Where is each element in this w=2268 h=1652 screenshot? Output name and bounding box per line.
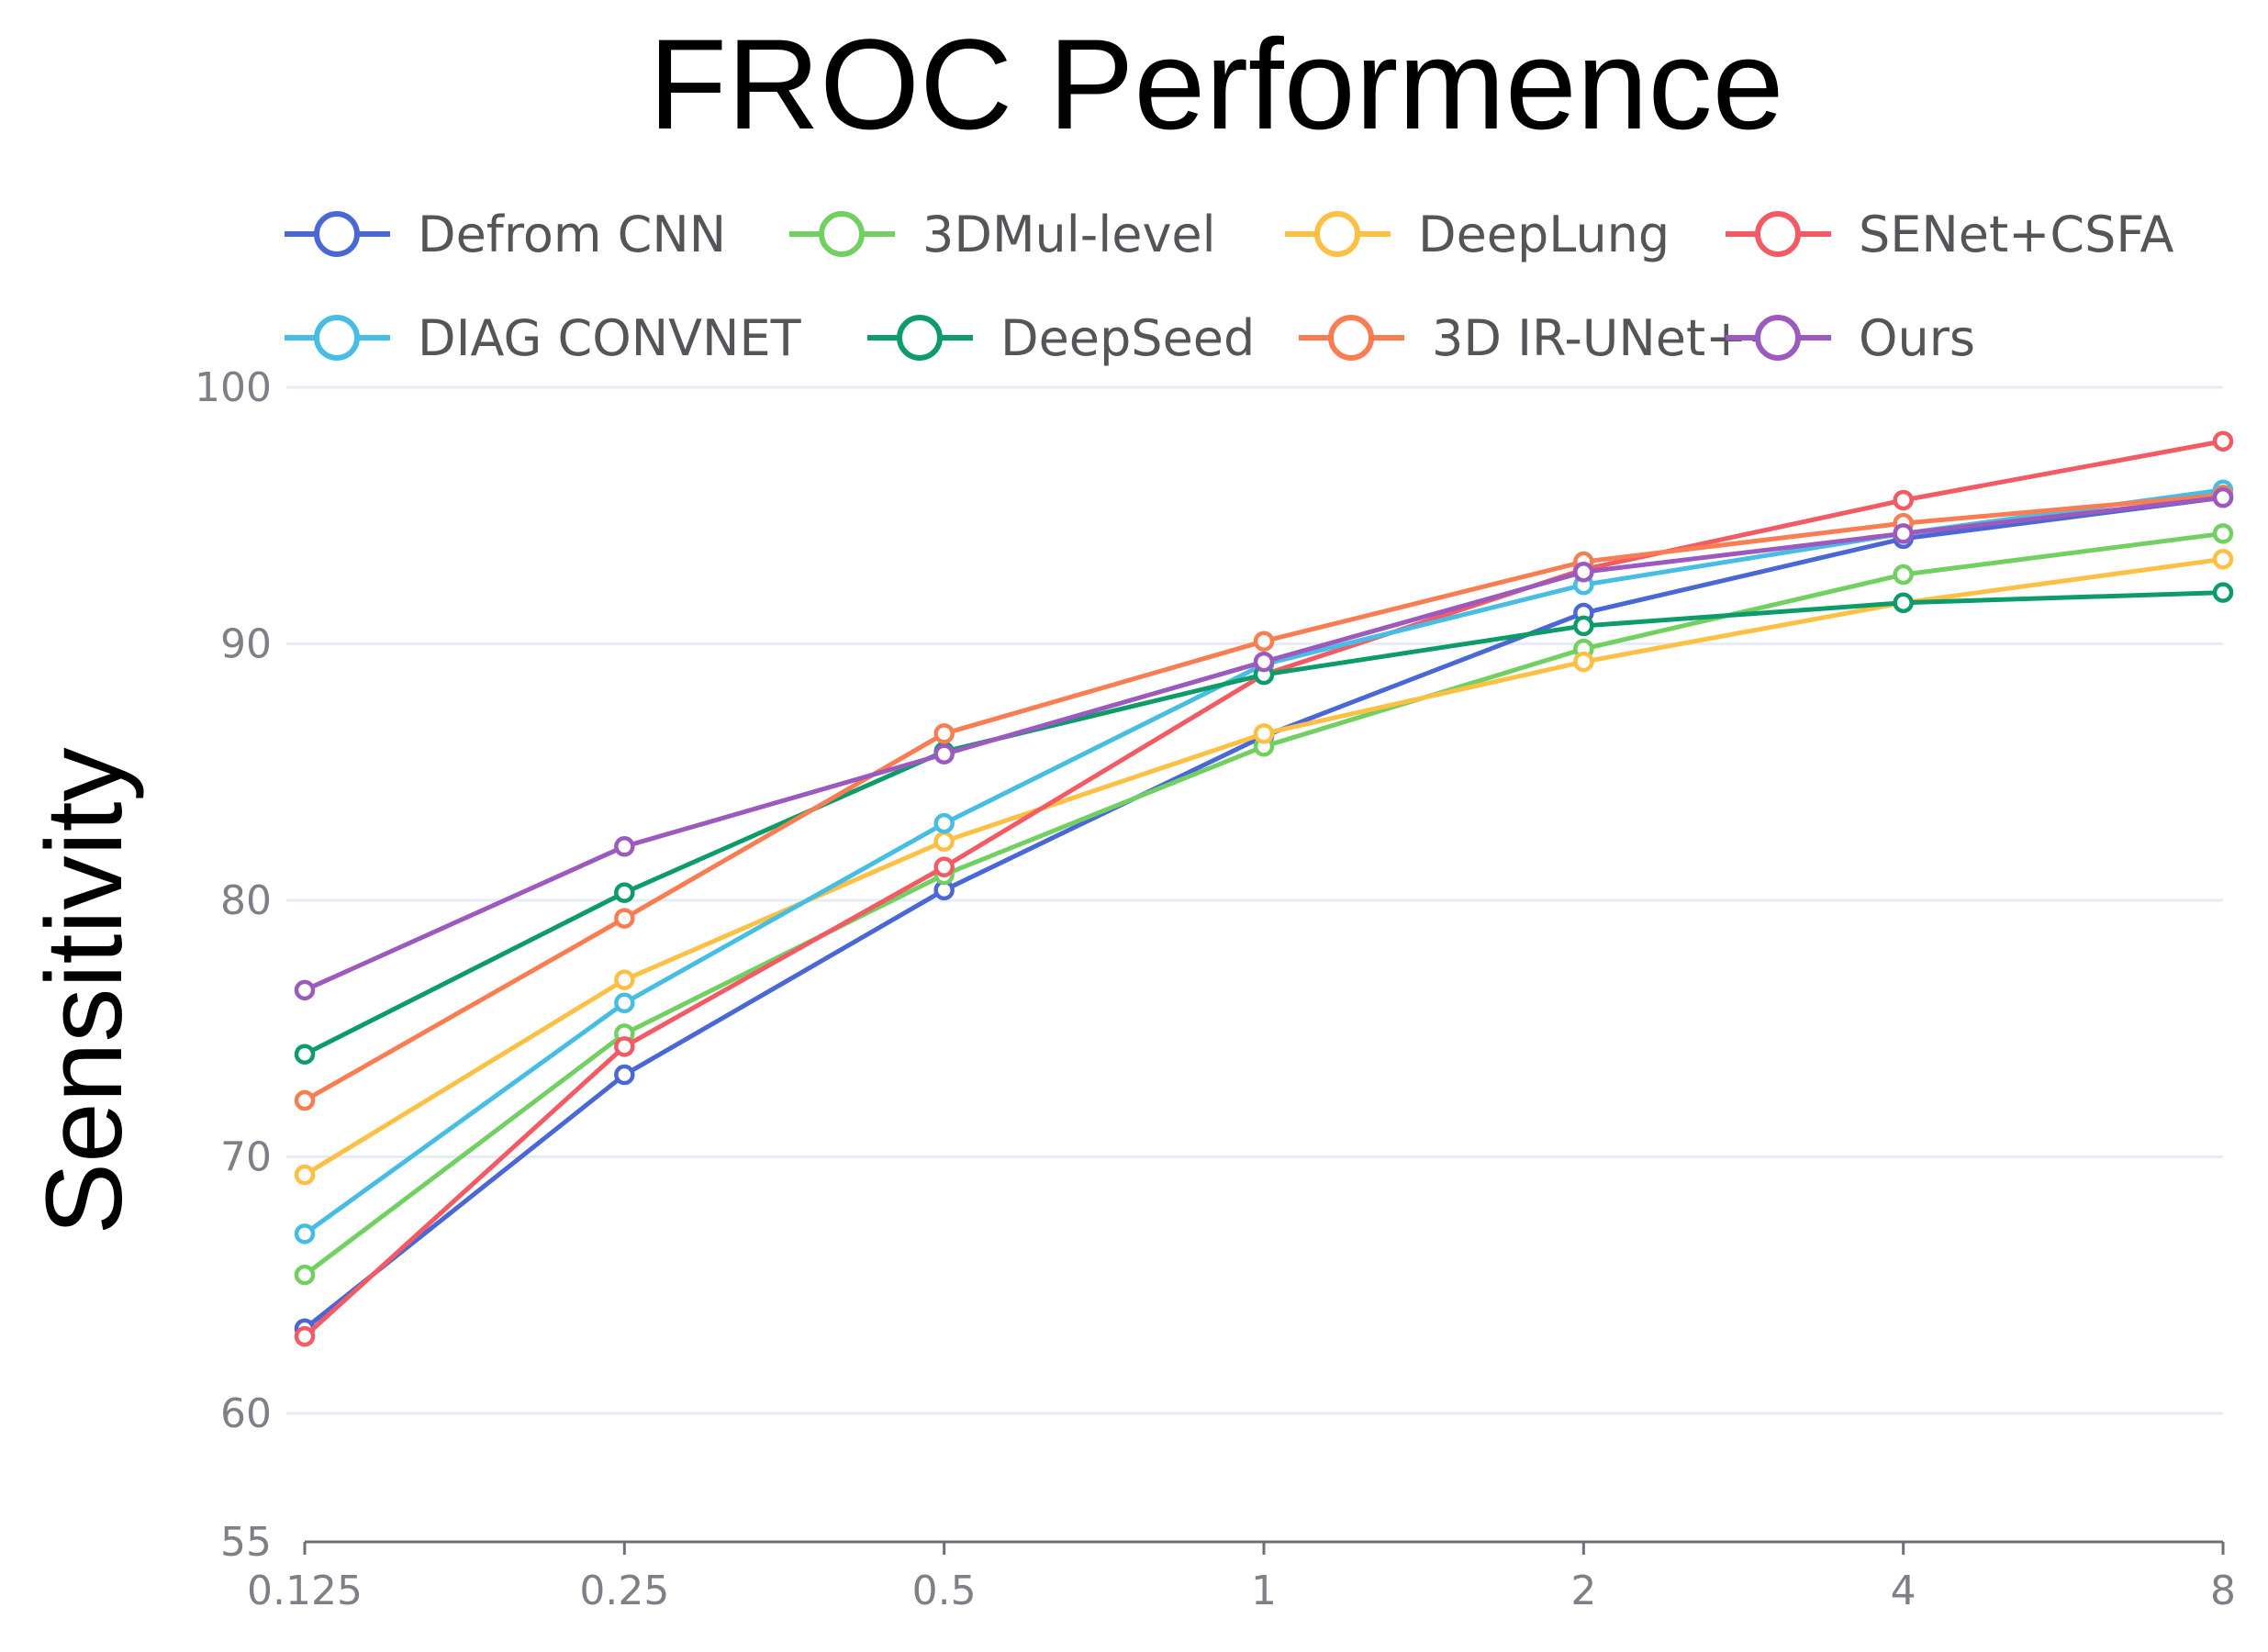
- data-point: [294, 1089, 316, 1111]
- data-point: [2212, 582, 2234, 603]
- legend-item-senet-csfa[interactable]: SENet+CSFA: [1726, 206, 2174, 263]
- legend-label: DeepLung: [1418, 206, 1670, 263]
- data-point: [2212, 486, 2234, 508]
- legend-marker-icon: [897, 315, 943, 361]
- x-tick-label: 0.5: [912, 1568, 977, 1614]
- legend-item-defrom-cnn[interactable]: Defrom CNN: [285, 206, 726, 263]
- legend-label: DeepSeed: [1000, 309, 1255, 367]
- series-3d-ir-unet: [294, 485, 2234, 1111]
- data-point: [1573, 615, 1594, 637]
- series-line: [303, 439, 2224, 1339]
- y-tick-label: 90: [220, 621, 272, 668]
- series-lines: [294, 430, 2234, 1347]
- data-point: [1573, 561, 1594, 583]
- data-point: [1893, 592, 1914, 614]
- data-point: [294, 1164, 316, 1186]
- legend-item-ours[interactable]: Ours: [1726, 309, 1975, 367]
- x-tick-label: 2: [1570, 1568, 1596, 1614]
- legend-item-deepseed[interactable]: DeepSeed: [867, 309, 1255, 367]
- y-tick-label: 100: [195, 364, 272, 411]
- data-point: [1893, 564, 1914, 586]
- legend-marker-icon: [314, 315, 360, 361]
- y-tick-labels: 55 60 70 80 90 100: [195, 364, 272, 1566]
- data-point: [933, 856, 955, 877]
- series-3dmul-level: [294, 523, 2234, 1286]
- x-tick-label: 4: [1891, 1568, 1916, 1614]
- legend-label: 3DMul-level: [922, 206, 1216, 263]
- legend-label: DIAG CONVNET: [418, 309, 802, 367]
- data-point: [614, 1064, 635, 1086]
- y-tick-label: 70: [220, 1134, 272, 1181]
- legend-marker-icon: [1755, 315, 1801, 361]
- legend-item-diag-convnet[interactable]: DIAG CONVNET: [285, 309, 802, 367]
- legend-label: Ours: [1859, 309, 1975, 367]
- data-point: [294, 1325, 316, 1347]
- x-tick-label: 8: [2210, 1568, 2236, 1614]
- data-point: [1253, 651, 1275, 673]
- legend-label: SENet+CSFA: [1859, 206, 2174, 263]
- data-point: [1573, 651, 1594, 673]
- data-point: [2212, 523, 2234, 544]
- x-tick-label: 0.125: [247, 1568, 363, 1614]
- data-point: [614, 969, 635, 990]
- data-point: [1253, 723, 1275, 744]
- gridlines: [286, 385, 2223, 1415]
- series-line: [303, 492, 2224, 1103]
- data-point: [294, 1264, 316, 1286]
- data-point: [614, 1036, 635, 1057]
- data-point: [933, 743, 955, 765]
- legend-label: Defrom CNN: [418, 206, 726, 263]
- data-point: [2212, 549, 2234, 570]
- legend-marker-icon: [1755, 211, 1801, 257]
- x-tick-label: 1: [1251, 1568, 1277, 1614]
- data-point: [2212, 430, 2234, 452]
- chart-title: FROC Performence: [649, 12, 1784, 156]
- x-tick-label: 0.25: [579, 1568, 669, 1614]
- series-ours: [294, 486, 2234, 1001]
- legend-marker-icon: [1328, 315, 1374, 361]
- legend: Defrom CNN 3DMul-level DeepLung SENet+CSFA D…: [285, 206, 2174, 367]
- y-axis-label: Sensitivity: [24, 747, 145, 1234]
- data-point: [1893, 523, 1914, 544]
- x-tick-labels: 0.125 0.25 0.5 1 2 4 8: [247, 1568, 2236, 1614]
- y-tick-label: 60: [220, 1390, 272, 1437]
- data-point: [1253, 631, 1275, 652]
- data-point: [933, 723, 955, 744]
- data-point: [294, 1223, 316, 1245]
- data-point: [933, 831, 955, 852]
- data-point: [1893, 489, 1914, 511]
- legend-marker-icon: [314, 211, 360, 257]
- data-point: [614, 836, 635, 857]
- data-point: [933, 812, 955, 834]
- legend-marker-icon: [819, 211, 865, 257]
- legend-item-deeplung[interactable]: DeepLung: [1285, 206, 1670, 263]
- data-point: [614, 992, 635, 1014]
- axes: [303, 1540, 2225, 1555]
- y-tick-label: 80: [220, 877, 272, 924]
- data-point: [614, 882, 635, 903]
- data-point: [294, 979, 316, 1001]
- legend-marker-icon: [1314, 211, 1360, 257]
- legend-item-3d-ir-unet[interactable]: 3D IR-UNet++: [1299, 309, 1789, 367]
- legend-item-3dmul-level[interactable]: 3DMul-level: [789, 206, 1216, 263]
- data-point: [614, 908, 635, 929]
- data-point: [294, 1044, 316, 1065]
- series-line: [303, 495, 2224, 1331]
- y-tick-label: 55: [220, 1519, 272, 1566]
